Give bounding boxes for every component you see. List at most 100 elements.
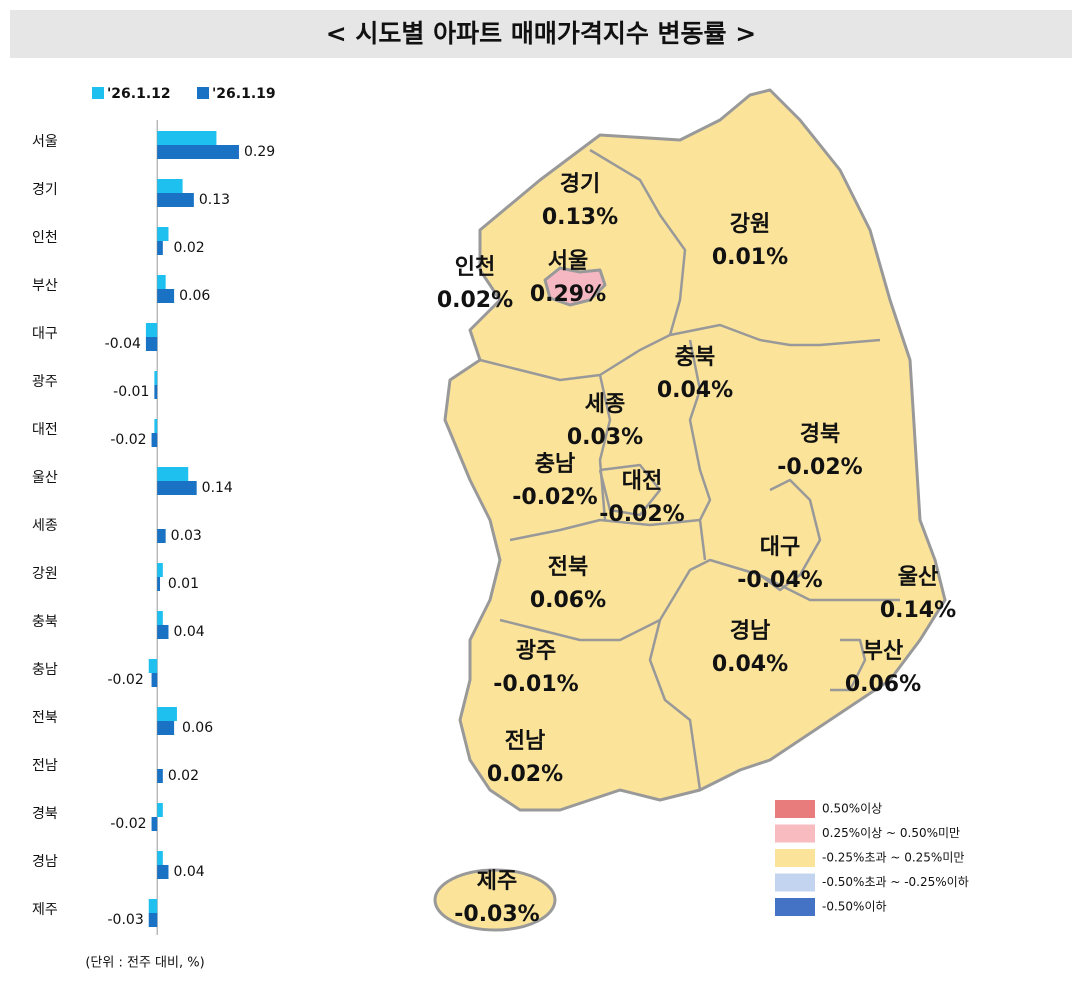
region-value: -0.02%	[777, 455, 862, 480]
border	[648, 619, 702, 791]
title-bar	[10, 10, 1072, 58]
map-legend-swatch	[775, 849, 815, 867]
value-label: 0.06	[179, 288, 210, 304]
map-legend-label: -0.50%이하	[822, 900, 887, 914]
category-label: 대전	[32, 422, 58, 438]
region-name: 광주	[516, 639, 556, 664]
borders	[479, 148, 900, 791]
value-label: 0.04	[173, 624, 204, 640]
region-value: 0.06%	[845, 672, 921, 697]
bar	[157, 193, 194, 207]
border	[598, 463, 662, 517]
bar	[154, 371, 158, 385]
region-value: -0.04%	[737, 568, 822, 593]
bar	[157, 227, 169, 241]
region-name: 부산	[863, 639, 903, 664]
bar	[157, 865, 169, 879]
bar	[151, 817, 158, 831]
bar	[157, 563, 163, 577]
region-value: -0.02%	[512, 485, 597, 510]
border	[479, 323, 881, 382]
bar	[151, 433, 158, 447]
value-label: 0.04	[173, 864, 204, 880]
category-label: 제주	[32, 902, 58, 918]
bar	[157, 769, 163, 783]
category-label: 광주	[32, 374, 58, 390]
value-label: 0.02	[168, 768, 199, 784]
region-name: 경기	[560, 172, 600, 197]
region-name: 제주	[477, 869, 517, 894]
category-label: 인천	[32, 230, 58, 246]
category-label: 전북	[32, 710, 58, 726]
unit-note: (단위 : 전주 대비, %)	[85, 956, 204, 971]
bar	[157, 707, 177, 721]
value-label: 0.01	[168, 576, 199, 592]
region-name: 전남	[505, 729, 545, 754]
region-value: 0.02%	[437, 288, 513, 313]
legend-swatch	[197, 87, 209, 99]
region-value: 0.04%	[657, 378, 733, 403]
map-legend-swatch	[775, 824, 815, 843]
category-label: 경북	[32, 806, 58, 822]
bar	[157, 131, 217, 145]
bar	[145, 337, 158, 351]
category-label: 대구	[32, 326, 58, 342]
value-label: -0.02	[110, 816, 146, 832]
region-value: 0.13%	[542, 205, 618, 230]
bar	[157, 529, 166, 543]
region-name: 서울	[548, 249, 588, 274]
bar	[157, 145, 239, 159]
border	[509, 518, 701, 542]
bar	[157, 241, 163, 255]
category-label: 서울	[32, 134, 58, 150]
seoul-area	[543, 266, 607, 307]
legend-swatch	[92, 87, 104, 99]
map-legend-swatch	[775, 898, 815, 916]
map-legend-label: 0.25%이상 ~ 0.50%미만	[822, 826, 960, 840]
region-value: -0.03%	[454, 902, 539, 927]
bar	[148, 913, 158, 927]
region-name: 대전	[622, 469, 662, 494]
border	[499, 558, 900, 642]
bar	[151, 673, 158, 687]
region-name: 경북	[800, 422, 840, 447]
bar	[157, 275, 166, 289]
legend-label: '26.1.12	[107, 86, 171, 102]
value-label: -0.01	[113, 384, 149, 400]
map	[433, 88, 947, 932]
region-name: 대구	[760, 535, 800, 560]
region-value: 0.03%	[567, 425, 643, 450]
border	[589, 148, 687, 336]
bar	[145, 323, 158, 337]
bar	[157, 851, 163, 865]
bar	[157, 289, 175, 303]
region-name: 울산	[898, 565, 938, 590]
value-label: 0.03	[171, 528, 202, 544]
value-label: -0.04	[105, 336, 141, 352]
value-label: 0.02	[173, 240, 204, 256]
title: < 시도별 아파트 매매가격지수 변동률 >	[326, 19, 756, 48]
value-label: -0.03	[108, 912, 144, 928]
region-name: 전북	[548, 555, 588, 580]
map-legend-swatch	[775, 800, 815, 818]
category-label: 경남	[32, 854, 58, 870]
category-label: 충남	[32, 662, 58, 678]
bar	[148, 899, 158, 913]
map-legend-label: -0.50%초과 ~ -0.25%이하	[822, 875, 969, 889]
region-value: 0.02%	[487, 762, 563, 787]
value-label: 0.14	[202, 480, 233, 496]
map-legend-label: -0.25%초과 ~ 0.25%미만	[822, 851, 964, 865]
value-label: -0.02	[110, 432, 146, 448]
region-name: 경남	[730, 619, 770, 644]
border	[830, 638, 867, 692]
border	[598, 374, 612, 521]
map-legend-label: 0.50%이상	[822, 802, 882, 816]
region-value: 0.04%	[712, 652, 788, 677]
category-label: 충북	[32, 614, 58, 630]
border	[759, 478, 822, 592]
region-name: 세종	[585, 392, 625, 417]
region-value: 0.14%	[880, 598, 956, 623]
category-label: 전남	[32, 758, 58, 774]
bar	[154, 419, 158, 433]
